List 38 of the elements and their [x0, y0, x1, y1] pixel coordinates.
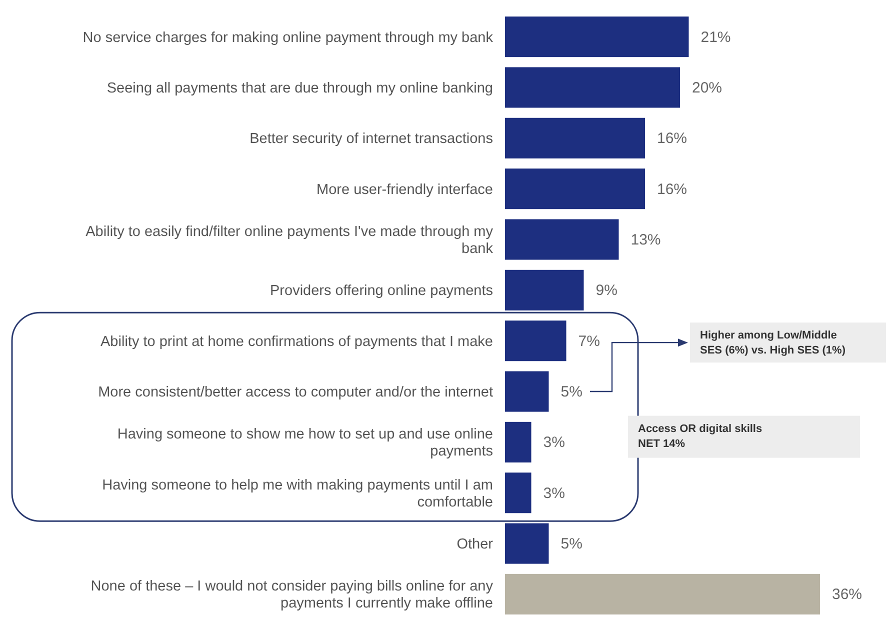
bar — [505, 219, 619, 260]
bar — [505, 574, 820, 614]
data-label: 7% — [578, 332, 600, 350]
y-tick-label: Other — [456, 536, 494, 553]
data-label: 20% — [692, 79, 722, 96]
annotation: Higher among Low/Middle SES (6%) vs. High SES (1%) — [700, 330, 846, 357]
data-label: 9% — [596, 282, 618, 300]
data-label: 3% — [543, 434, 565, 452]
data-label: 36% — [832, 586, 862, 604]
bar — [505, 371, 549, 412]
bar — [505, 16, 689, 58]
y-tick-label: Having someone to help me with making payments until I am comfortable — [102, 477, 493, 510]
y-tick-label: Ability to print at home confirmations of payments that I make — [100, 334, 493, 350]
y-tick-label: No service charges for making online payment through my bank — [82, 30, 494, 46]
y-tick-label: Better security of internet transactions — [250, 131, 493, 148]
bar — [505, 270, 584, 310]
y-tick-label: More user-friendly interface — [316, 182, 493, 198]
data-label: 3% — [543, 484, 565, 502]
bar — [505, 320, 566, 362]
bar — [505, 472, 532, 514]
data-label: 13% — [630, 231, 661, 248]
bar — [505, 67, 680, 108]
bar — [505, 118, 645, 158]
y-tick-label: Seeing all payments that are due through my online banking — [106, 80, 493, 96]
y-tick-label: None of these – I would not consider paying bills online for any payments I currently make offline — [90, 578, 494, 612]
data-label: 16% — [657, 180, 688, 198]
y-tick-label: Providers offering online payments — [270, 283, 493, 300]
y-tick-label: Having someone to show me how to set up and use online payments — [117, 426, 493, 460]
data-label: 21% — [700, 28, 731, 46]
bar — [505, 523, 549, 564]
annotation: Access OR digital skills NET 14% — [638, 422, 762, 450]
bar — [505, 168, 645, 210]
data-label: 5% — [560, 384, 582, 401]
bar — [505, 422, 532, 462]
data-label: 5% — [560, 536, 582, 553]
y-tick-label: Ability to easily find/filter online payments I've made through my bank — [86, 224, 494, 257]
data-label: 16% — [657, 130, 688, 148]
y-tick-label: More consistent/better access to computer and/or the internet — [98, 384, 493, 401]
